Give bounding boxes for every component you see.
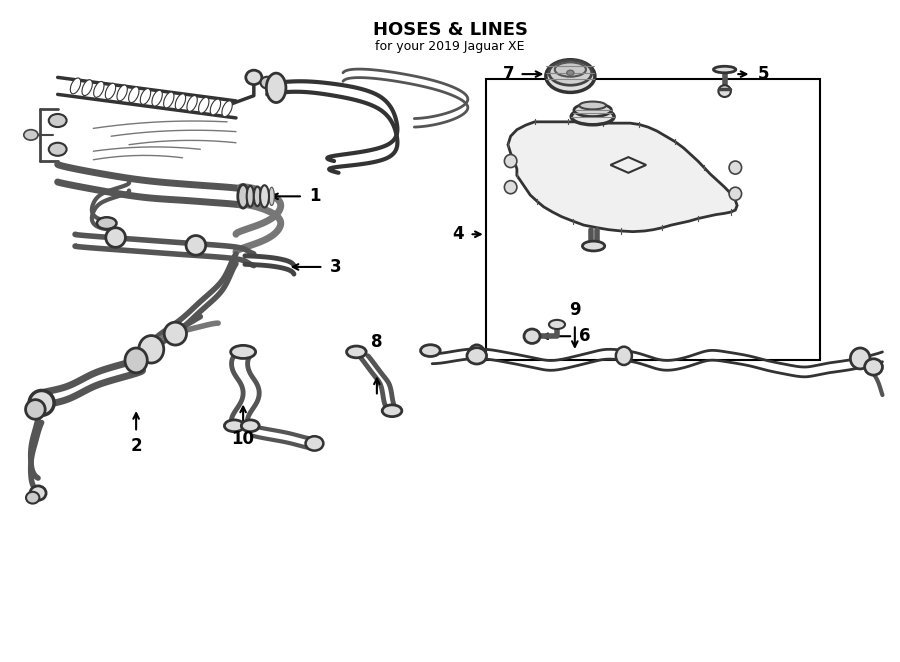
Ellipse shape — [254, 187, 261, 206]
Circle shape — [567, 70, 574, 75]
Ellipse shape — [211, 99, 220, 115]
Ellipse shape — [260, 185, 269, 207]
Ellipse shape — [467, 348, 487, 364]
Text: 10: 10 — [231, 430, 255, 448]
Ellipse shape — [224, 420, 244, 432]
Text: HOSES & LINES: HOSES & LINES — [373, 21, 527, 38]
Ellipse shape — [549, 320, 565, 329]
Ellipse shape — [248, 187, 253, 205]
Ellipse shape — [125, 348, 148, 373]
Ellipse shape — [186, 236, 206, 255]
Ellipse shape — [176, 94, 185, 110]
Text: 4: 4 — [452, 225, 464, 243]
Ellipse shape — [139, 336, 164, 363]
Ellipse shape — [469, 345, 485, 363]
Text: 9: 9 — [569, 301, 580, 319]
Ellipse shape — [94, 81, 104, 97]
Text: 5: 5 — [758, 65, 770, 83]
Ellipse shape — [26, 492, 40, 504]
Ellipse shape — [729, 187, 742, 201]
Ellipse shape — [580, 101, 606, 109]
Circle shape — [49, 143, 67, 156]
Text: 2: 2 — [130, 437, 142, 455]
Ellipse shape — [306, 436, 323, 451]
Ellipse shape — [25, 400, 45, 419]
Ellipse shape — [572, 109, 614, 124]
Ellipse shape — [269, 187, 274, 205]
Ellipse shape — [164, 322, 186, 345]
Ellipse shape — [582, 241, 605, 251]
Ellipse shape — [549, 60, 592, 85]
Bar — [486, 79, 820, 360]
Ellipse shape — [199, 97, 209, 113]
Ellipse shape — [240, 187, 246, 205]
Ellipse shape — [346, 346, 366, 357]
Ellipse shape — [82, 79, 93, 95]
Text: 1: 1 — [309, 187, 320, 205]
Ellipse shape — [266, 73, 286, 103]
Ellipse shape — [106, 228, 125, 248]
Ellipse shape — [260, 77, 274, 89]
Ellipse shape — [187, 95, 197, 111]
Ellipse shape — [230, 346, 256, 358]
Ellipse shape — [241, 420, 259, 432]
Ellipse shape — [238, 185, 248, 208]
Text: 7: 7 — [502, 65, 514, 83]
Ellipse shape — [504, 181, 517, 194]
Ellipse shape — [524, 329, 540, 344]
Ellipse shape — [714, 66, 736, 73]
Ellipse shape — [850, 348, 870, 369]
Ellipse shape — [865, 359, 883, 375]
Ellipse shape — [117, 85, 127, 101]
Ellipse shape — [574, 103, 611, 117]
Ellipse shape — [30, 486, 46, 500]
Ellipse shape — [546, 60, 595, 93]
Text: for your 2019 Jaguar XE: for your 2019 Jaguar XE — [375, 40, 525, 53]
Ellipse shape — [129, 87, 139, 103]
Ellipse shape — [255, 187, 260, 205]
Circle shape — [49, 114, 67, 127]
Ellipse shape — [616, 347, 632, 365]
Ellipse shape — [29, 391, 54, 415]
Ellipse shape — [140, 89, 150, 105]
Ellipse shape — [70, 78, 81, 94]
Ellipse shape — [222, 101, 232, 117]
Ellipse shape — [247, 186, 254, 207]
Text: 3: 3 — [329, 258, 341, 276]
Ellipse shape — [382, 405, 402, 416]
Ellipse shape — [105, 83, 116, 99]
Circle shape — [23, 130, 38, 140]
Ellipse shape — [554, 62, 586, 77]
Ellipse shape — [729, 161, 742, 174]
Ellipse shape — [262, 187, 267, 205]
Ellipse shape — [164, 92, 174, 108]
Ellipse shape — [152, 90, 162, 106]
Ellipse shape — [97, 217, 116, 229]
Polygon shape — [508, 122, 737, 232]
Text: 8: 8 — [371, 332, 382, 351]
Ellipse shape — [718, 85, 731, 97]
Ellipse shape — [504, 154, 517, 167]
Ellipse shape — [420, 345, 440, 357]
Ellipse shape — [246, 70, 262, 85]
Text: 6: 6 — [580, 327, 590, 345]
